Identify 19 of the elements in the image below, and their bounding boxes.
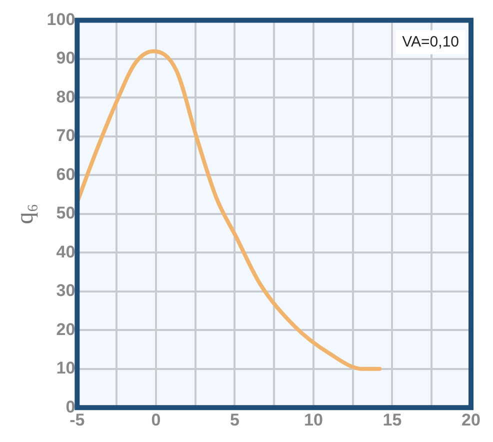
- y-tick-label: 0: [66, 397, 76, 416]
- x-tick-label: 0: [151, 410, 161, 430]
- x-tick-label: 20: [462, 410, 480, 430]
- y-axis-title: q₆: [12, 204, 39, 224]
- x-tick-label: 5: [230, 410, 240, 430]
- y-tick-label: 80: [56, 87, 76, 106]
- x-tick-label: 10: [304, 410, 323, 430]
- line-series: [77, 49, 382, 371]
- x-tick-label: 15: [382, 410, 402, 430]
- y-tick-label: 70: [56, 126, 76, 146]
- y-tick-label: 60: [56, 164, 76, 184]
- y-tick-label: 100: [46, 10, 76, 29]
- annotation: VA=0,10: [402, 33, 460, 50]
- y-tick-label: 30: [56, 281, 76, 300]
- y-tick-label: 10: [56, 358, 76, 378]
- y-tick-label: 50: [56, 204, 76, 223]
- y-tick-label: 40: [56, 242, 76, 262]
- y-tick-label: 20: [56, 320, 76, 339]
- y-tick-label: 90: [56, 48, 76, 68]
